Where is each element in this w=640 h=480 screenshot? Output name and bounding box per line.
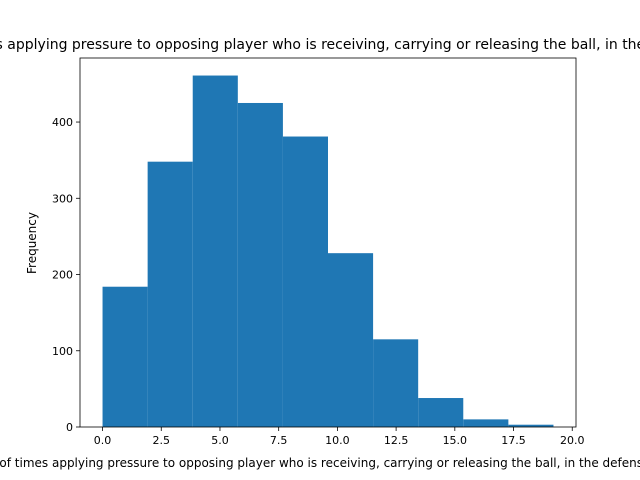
histogram-bar bbox=[147, 161, 193, 427]
x-tick-label: 17.5 bbox=[501, 434, 526, 447]
histogram-bar bbox=[418, 398, 464, 427]
x-axis-label: Number of times applying pressure to opp… bbox=[0, 456, 640, 470]
x-tick-label: 10.0 bbox=[325, 434, 350, 447]
y-tick-label: 300 bbox=[52, 192, 73, 205]
y-tick-label: 400 bbox=[52, 116, 73, 129]
y-axis-label: Frequency bbox=[25, 212, 39, 274]
histogram-bar bbox=[463, 419, 509, 427]
x-tick-label: 5.0 bbox=[211, 434, 229, 447]
x-tick-label: 7.5 bbox=[270, 434, 288, 447]
histogram-bar bbox=[328, 253, 374, 427]
y-tick-label: 100 bbox=[52, 345, 73, 358]
y-tick-label: 0 bbox=[66, 421, 73, 434]
y-axis-ticks: 0 100 200 300 400 bbox=[52, 116, 80, 434]
histogram-bar bbox=[508, 424, 554, 427]
x-tick-label: 0.0 bbox=[94, 434, 112, 447]
x-axis-ticks: 0.0 2.5 5.0 7.5 10.0 12.5 15.0 17.5 20.0 bbox=[94, 427, 585, 447]
axes-frame bbox=[79, 57, 577, 428]
x-tick-label: 15.0 bbox=[443, 434, 468, 447]
histogram-bar bbox=[282, 136, 328, 427]
x-tick-label: 12.5 bbox=[384, 434, 409, 447]
chart-title: Number of times applying pressure to opp… bbox=[0, 37, 640, 53]
y-tick-label: 200 bbox=[52, 269, 73, 282]
histogram-bar bbox=[102, 286, 148, 427]
histogram-bar bbox=[373, 339, 419, 427]
histogram-bars bbox=[102, 75, 554, 427]
x-tick-label: 20.0 bbox=[560, 434, 585, 447]
histogram-bar bbox=[192, 75, 238, 427]
histogram-bar bbox=[237, 102, 283, 427]
x-tick-label: 2.5 bbox=[153, 434, 171, 447]
